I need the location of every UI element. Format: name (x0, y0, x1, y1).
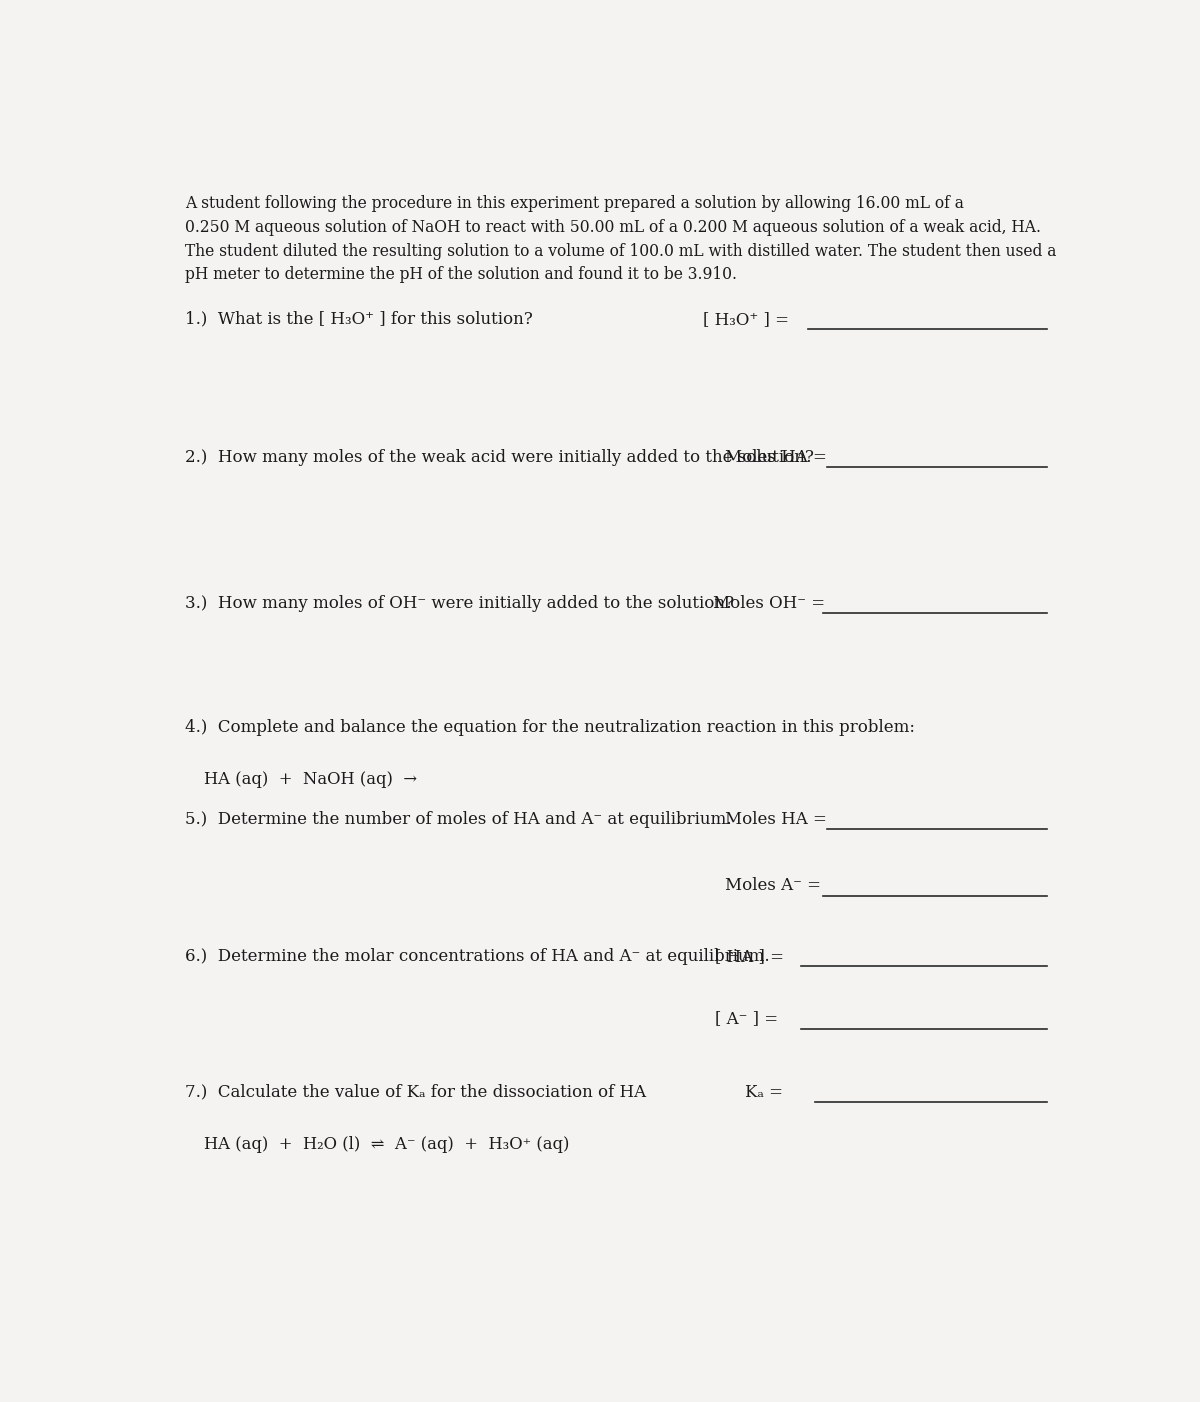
Text: Moles A⁻ =: Moles A⁻ = (725, 878, 826, 894)
Text: HA (aq)  +  NaOH (aq)  →: HA (aq) + NaOH (aq) → (204, 771, 418, 788)
Text: Moles HA =: Moles HA = (725, 449, 832, 465)
Text: pH meter to determine the pH of the solution and found it to be 3.910.: pH meter to determine the pH of the solu… (185, 266, 737, 283)
Text: [ HA ] =: [ HA ] = (715, 948, 790, 965)
Text: [ H₃O⁺ ] =: [ H₃O⁺ ] = (703, 311, 794, 328)
Text: The student diluted the resulting solution to a volume of 100.0 mL with distille: The student diluted the resulting soluti… (185, 243, 1057, 259)
Text: Kₐ =: Kₐ = (745, 1084, 788, 1101)
Text: 1.)  What is the [ H₃O⁺ ] for this solution?: 1.) What is the [ H₃O⁺ ] for this soluti… (185, 311, 533, 328)
Text: 0.250 M aqueous solution of NaOH to react with 50.00 mL of a 0.200 M aqueous sol: 0.250 M aqueous solution of NaOH to reac… (185, 219, 1042, 236)
Text: 2.)  How many moles of the weak acid were initially added to the solution?: 2.) How many moles of the weak acid were… (185, 449, 815, 465)
Text: 6.)  Determine the molar concentrations of HA and A⁻ at equilibrium.: 6.) Determine the molar concentrations o… (185, 948, 770, 965)
Text: A student following the procedure in this experiment prepared a solution by allo: A student following the procedure in thi… (185, 195, 965, 212)
Text: 5.)  Determine the number of moles of HA and A⁻ at equilibrium.: 5.) Determine the number of moles of HA … (185, 810, 732, 827)
Text: [ A⁻ ] =: [ A⁻ ] = (715, 1011, 784, 1028)
Text: 3.)  How many moles of OH⁻ were initially added to the solution?: 3.) How many moles of OH⁻ were initially… (185, 594, 734, 611)
Text: 7.)  Calculate the value of Kₐ for the dissociation of HA: 7.) Calculate the value of Kₐ for the di… (185, 1084, 647, 1101)
Text: Moles OH⁻ =: Moles OH⁻ = (713, 594, 830, 611)
Text: HA (aq)  +  H₂O (l)  ⇌  A⁻ (aq)  +  H₃O⁺ (aq): HA (aq) + H₂O (l) ⇌ A⁻ (aq) + H₃O⁺ (aq) (204, 1136, 569, 1152)
Text: 4.)  Complete and balance the equation for the neutralization reaction in this p: 4.) Complete and balance the equation fo… (185, 719, 916, 736)
Text: Moles HA =: Moles HA = (725, 810, 832, 827)
